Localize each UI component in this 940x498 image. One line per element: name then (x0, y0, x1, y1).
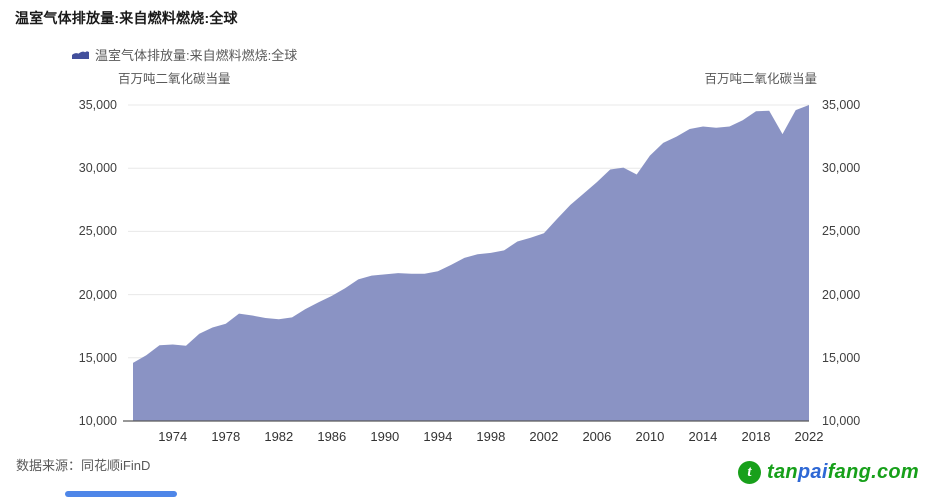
x-axis-tick-label: 2014 (688, 429, 718, 444)
x-axis-tick-label: 1982 (264, 429, 294, 444)
x-axis-tick-label: 1986 (317, 429, 347, 444)
tanpaifang-logo-icon: t (738, 461, 761, 484)
y-axis-tick-label-left: 30,000 (78, 161, 117, 176)
x-axis-tick-label: 1990 (370, 429, 400, 444)
tanpaifang-logo-text: tanpaifang.com (767, 461, 919, 484)
logo-text-part: pai (797, 461, 828, 483)
y-axis-tick-label-left: 35,000 (78, 98, 117, 112)
data-source-label: 数据来源：同花顺iFinD (16, 458, 151, 473)
y-axis-unit-left: 百万吨二氧化碳当量 (118, 72, 231, 86)
x-axis-tick-label: 1974 (158, 429, 188, 444)
y-axis-tick-label-right: 20,000 (822, 287, 861, 302)
legend[interactable]: 温室气体排放量:来自燃料燃烧:全球 (72, 45, 297, 64)
logo-text-part: .com (871, 461, 920, 483)
area-series-icon (72, 51, 89, 59)
y-axis-tick-label-right: 35,000 (822, 98, 861, 112)
logo-text-part: tan (767, 461, 798, 483)
x-axis-tick-label: 1978 (211, 429, 241, 444)
page-title: 温室气体排放量:来自燃料燃烧:全球 (15, 10, 238, 26)
horizontal-scrollbar-thumb[interactable] (65, 491, 177, 497)
y-axis-tick-label-left: 10,000 (78, 414, 117, 428)
y-axis-tick-label-right: 15,000 (822, 350, 861, 365)
y-axis-tick-label-right: 30,000 (822, 161, 861, 176)
logo-text-part: fang (827, 461, 872, 483)
emissions-area-series[interactable] (133, 105, 809, 421)
y-axis-tick-label-left: 15,000 (78, 350, 117, 365)
y-axis-tick-label-right: 25,000 (822, 224, 861, 239)
y-axis-tick-label-left: 25,000 (78, 224, 117, 239)
x-axis-tick-label: 2018 (741, 429, 771, 444)
x-axis-tick-label: 1998 (476, 429, 506, 444)
x-axis-tick-label: 1994 (423, 429, 453, 444)
tanpaifang-logo[interactable]: t tanpaifang.com (738, 461, 919, 484)
y-axis-tick-label-right: 10,000 (822, 414, 861, 428)
x-axis-tick-label: 2006 (582, 429, 612, 444)
x-axis-tick-label: 2002 (529, 429, 559, 444)
legend-label: 温室气体排放量:来自燃料燃烧:全球 (95, 48, 298, 63)
area-chart-plot[interactable] (123, 104, 809, 422)
y-axis-tick-label-left: 20,000 (78, 287, 117, 302)
x-axis-tick-label: 2022 (794, 429, 824, 444)
x-axis-tick-label: 2010 (635, 429, 665, 444)
y-axis-unit-right: 百万吨二氧化碳当量 (704, 72, 817, 86)
